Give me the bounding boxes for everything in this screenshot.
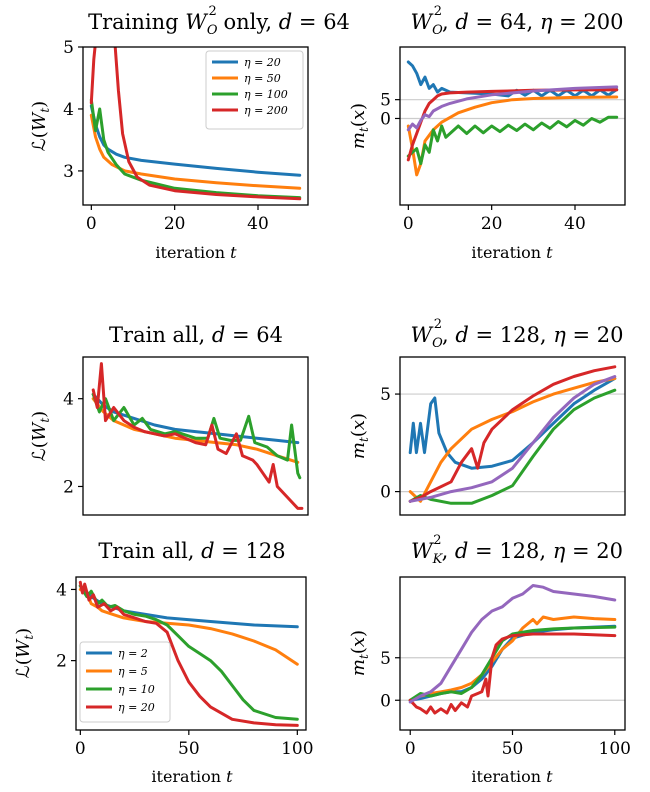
legend-label: η = 200: [244, 104, 288, 117]
x-tick-label: 0: [405, 739, 416, 759]
x-axis-label: iteration t: [471, 243, 553, 262]
panel-title: Training WO2 only, d = 64: [88, 4, 350, 38]
y-tick-label: 0: [380, 483, 391, 503]
series-line-1: [408, 377, 617, 470]
y-axis-label: mt(x): [348, 103, 371, 149]
panel-wk2-d128-eta20: WK2, d = 128, η = 20 0 50 100 0 5 iteration …: [348, 533, 631, 786]
series-line-4: [89, 47, 302, 201]
series-line-4: [408, 365, 617, 503]
x-tick-label: 40: [564, 214, 586, 234]
series-line-4: [91, 362, 304, 510]
legend-label: η = 10: [118, 683, 155, 696]
y-tick-label: 2: [56, 652, 67, 672]
x-axis-label: iteration t: [471, 767, 553, 786]
x-tick-label: 100: [281, 739, 313, 759]
panel-title: Train all, d = 64: [109, 323, 283, 347]
y-tick-label: 5: [63, 38, 74, 58]
y-axis-label: ℒ(Wt): [13, 628, 36, 678]
y-tick-label: 3: [63, 162, 74, 182]
y-tick-label: 0: [380, 109, 391, 129]
series-line-2: [408, 377, 617, 503]
y-tick-label: 0: [380, 691, 391, 711]
plot-frame: [82, 46, 309, 206]
panel-title: WK2, d = 128, η = 20: [411, 533, 623, 567]
y-tick-label: 5: [380, 385, 391, 405]
panel-training-wo2-only-d64: Training WO2 only, d = 64 0 20 40 3 4 5 itera…: [29, 4, 350, 262]
series-line-5: [406, 85, 619, 132]
y-tick-label: 5: [380, 649, 391, 669]
y-axis-label: mt(x): [348, 413, 371, 459]
x-tick-label: 20: [481, 214, 503, 234]
y-axis-label: ℒ(Wt): [29, 101, 52, 151]
plot-frame: [399, 46, 626, 206]
y-tick-label: 4: [56, 580, 67, 600]
x-tick-label: 0: [75, 739, 86, 759]
y-tick-label: 2: [63, 477, 74, 497]
y-tick-label: 4: [63, 390, 74, 410]
panel-train-all-d64: Train all, d = 64 2 4 ℒ(Wt): [29, 323, 309, 516]
x-axis-label: iteration t: [151, 767, 233, 786]
x-tick-label: 50: [178, 739, 200, 759]
series-line-5: [408, 375, 617, 503]
plot-frame: [75, 576, 307, 731]
x-tick-label: 100: [599, 739, 631, 759]
legend-label: η = 50: [244, 72, 281, 85]
series-line-5: [408, 584, 617, 704]
series-line-2: [89, 113, 302, 190]
plot-frame: [82, 356, 309, 516]
series-line-2: [406, 95, 619, 177]
series-line-4: [408, 632, 617, 715]
series-line-1: [89, 104, 302, 177]
x-tick-label: 0: [403, 214, 414, 234]
legend-label: η = 100: [244, 88, 288, 101]
x-tick-label: 50: [502, 739, 524, 759]
legend-label: η = 20: [118, 701, 155, 714]
x-axis-label: iteration t: [155, 243, 237, 262]
legend-label: η = 20: [244, 56, 281, 69]
panel-title: Train all, d = 128: [98, 539, 285, 563]
panel-wo2-d128-eta20: WO2, d = 128, η = 20 0 5 mt(x): [348, 317, 626, 516]
series-line-3: [408, 625, 617, 702]
y-tick-label: 4: [63, 100, 74, 120]
legend: η = 20 η = 50 η = 100 η = 200: [205, 50, 304, 130]
series-line-1: [408, 624, 617, 702]
series-line-2: [408, 615, 617, 702]
legend-label: η = 5: [118, 665, 148, 678]
plot-frame: [399, 356, 626, 516]
panel-title: WO2, d = 64, η = 200: [410, 4, 623, 38]
x-tick-label: 40: [247, 214, 269, 234]
legend: η = 2 η = 5 η = 10 η = 20: [79, 641, 171, 723]
x-tick-label: 20: [164, 214, 186, 234]
series-line-3: [89, 98, 302, 200]
series-line-3: [406, 115, 619, 166]
y-axis-label: mt(x): [348, 630, 371, 676]
series-line-3: [78, 584, 299, 721]
series-line-4: [78, 580, 299, 727]
x-tick-label: 0: [86, 214, 97, 234]
panel-title: WO2, d = 128, η = 20: [410, 317, 623, 351]
legend-label: η = 2: [118, 647, 148, 660]
series-line-3: [91, 392, 302, 480]
y-axis-label: ℒ(Wt): [29, 411, 52, 461]
series-line-4: [406, 88, 619, 162]
y-tick-label: 5: [380, 91, 391, 111]
